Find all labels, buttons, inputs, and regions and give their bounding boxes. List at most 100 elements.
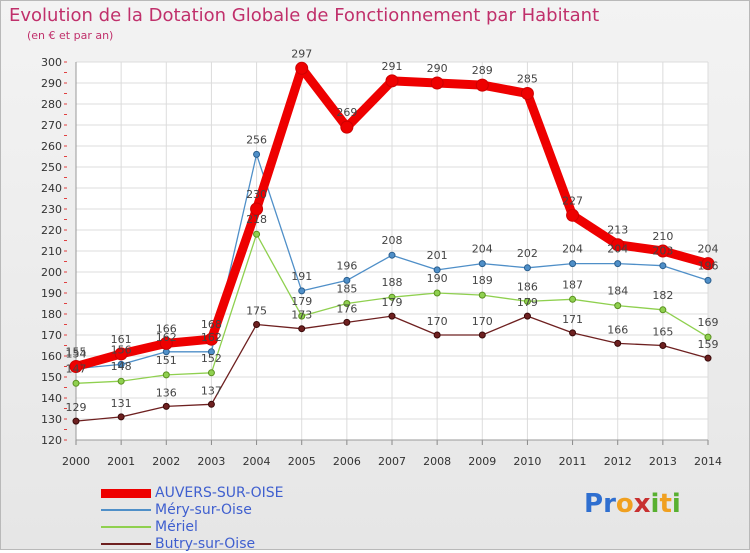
legend: AUVERS-SUR-OISE Méry-sur-Oise Mériel Butry-…: [101, 485, 361, 553]
chart-subtitle: (en € et par an): [27, 29, 114, 42]
legend-label: Butry-sur-Oise: [155, 536, 256, 552]
data-point: [523, 297, 531, 305]
y-tick-label: 290: [41, 77, 62, 90]
y-tick-label: 300: [41, 56, 62, 69]
data-point: [253, 230, 261, 238]
data-label: 170: [472, 315, 493, 328]
data-label: 173: [291, 309, 312, 322]
data-label: 148: [111, 360, 132, 373]
x-tick-label: 2006: [333, 455, 361, 468]
data-point: [523, 312, 531, 320]
data-point: [253, 321, 261, 328]
data-label: 196: [698, 259, 719, 272]
data-point: [566, 208, 580, 222]
series-layer: [69, 61, 715, 425]
legend-swatch: [101, 509, 151, 511]
data-label: 204: [562, 243, 583, 256]
data-point: [204, 332, 218, 346]
data-point: [659, 306, 667, 314]
data-point: [433, 266, 441, 274]
y-tick-label: 250: [41, 161, 62, 174]
series-0: [69, 61, 715, 373]
data-label: 185: [336, 283, 357, 296]
data-label: 147: [66, 362, 87, 375]
y-tick-label: 140: [41, 392, 62, 405]
data-point: [611, 238, 625, 252]
data-label: 190: [427, 272, 448, 285]
data-label: 161: [111, 333, 132, 346]
data-point: [340, 120, 354, 134]
data-label: 188: [382, 276, 403, 289]
data-point: [701, 257, 715, 271]
data-point: [298, 312, 306, 320]
x-tick-label: 2010: [513, 455, 541, 468]
data-point: [253, 150, 261, 158]
data-label: 227: [562, 194, 583, 207]
y-tick-label: 130: [41, 413, 62, 426]
legend-swatch: [101, 526, 151, 528]
data-label: 204: [607, 243, 628, 256]
data-label: 186: [517, 280, 538, 293]
data-label: 291: [382, 60, 403, 73]
data-point: [69, 360, 83, 373]
chart-title: Evolution de la Dotation Globale de Fonc…: [9, 5, 600, 26]
data-label: 169: [698, 316, 719, 329]
data-point: [659, 342, 667, 349]
data-label: 204: [472, 243, 493, 256]
y-tick-label: 220: [41, 224, 62, 237]
data-label: 137: [201, 384, 222, 397]
data-point: [114, 347, 128, 361]
data-point: [520, 87, 534, 100]
data-point: [614, 339, 622, 347]
y-tick-label: 230: [41, 203, 62, 216]
y-tick-label: 180: [41, 308, 62, 321]
data-point: [159, 336, 173, 350]
legend-item: AUVERS-SUR-OISE: [101, 485, 361, 502]
data-label: 297: [291, 47, 312, 60]
x-tick-label: 2002: [152, 455, 180, 468]
data-point: [614, 260, 622, 268]
data-point: [250, 202, 264, 216]
data-point: [478, 331, 486, 339]
data-point: [478, 260, 486, 268]
data-point: [162, 371, 170, 379]
data-point: [343, 300, 351, 307]
data-point: [72, 379, 80, 387]
data-label: 131: [111, 397, 132, 410]
data-label: 162: [156, 331, 177, 344]
y-tick-label: 270: [41, 119, 62, 132]
legend-item: Méry-sur-Oise: [101, 502, 361, 519]
data-label: 213: [607, 224, 628, 237]
x-tick-label: 2001: [107, 455, 135, 468]
y-tick-label: 160: [41, 350, 62, 363]
legend-label: Méry-sur-Oise: [155, 502, 252, 518]
data-label: 152: [201, 352, 222, 365]
data-label: 162: [201, 331, 222, 344]
y-tick-label: 280: [41, 98, 62, 111]
data-point: [388, 251, 396, 259]
y-tick-label: 260: [41, 140, 62, 153]
data-point: [343, 276, 351, 284]
data-point: [295, 61, 309, 75]
data-point: [523, 264, 531, 272]
data-point: [614, 302, 622, 310]
data-point: [117, 360, 125, 368]
data-label: 269: [336, 106, 357, 119]
data-label: 201: [427, 249, 448, 262]
data-point: [433, 331, 441, 339]
data-point: [117, 413, 125, 421]
x-tick-label: 2011: [559, 455, 587, 468]
data-label: 230: [246, 188, 267, 201]
data-label: 168: [201, 318, 222, 331]
legend-item: Mériel: [101, 519, 361, 536]
data-label: 154: [66, 348, 87, 361]
data-label: 129: [66, 401, 87, 414]
data-label: 159: [698, 338, 719, 351]
x-tick-label: 2012: [604, 455, 632, 468]
data-point: [207, 400, 215, 408]
y-tick-label: 240: [41, 182, 62, 195]
y-tick-label: 210: [41, 245, 62, 258]
x-tick-label: 2007: [378, 455, 406, 468]
data-point: [569, 260, 577, 268]
